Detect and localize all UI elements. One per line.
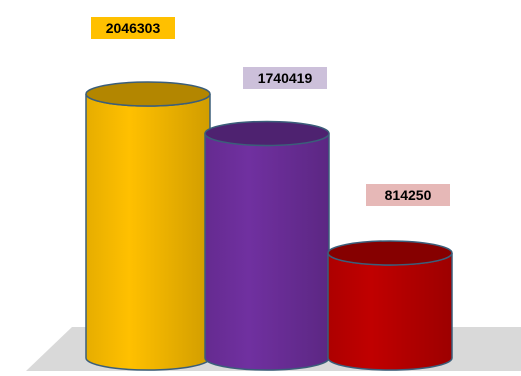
data-label-text: 814250 <box>385 187 432 203</box>
bar-top <box>327 240 453 266</box>
bar-3 <box>327 240 453 371</box>
data-label-box <box>91 17 175 39</box>
bar-1 <box>85 81 211 371</box>
bar-body <box>85 93 211 371</box>
data-label-box <box>366 184 450 206</box>
bars-layer <box>85 81 453 371</box>
data-label-2: 1740419 <box>243 67 327 89</box>
data-label-text: 2046303 <box>106 20 161 36</box>
data-label-1: 2046303 <box>91 17 175 39</box>
data-label-box <box>243 67 327 89</box>
data-label-text: 1740419 <box>258 70 313 86</box>
bar-top <box>204 120 330 147</box>
data-labels-layer: 2046303 1740419 814250 <box>91 17 450 206</box>
bar-top <box>85 81 211 107</box>
bar-body <box>327 252 453 371</box>
data-label-3: 814250 <box>366 184 450 206</box>
bar-2 <box>204 120 330 371</box>
bar-body <box>204 133 330 371</box>
